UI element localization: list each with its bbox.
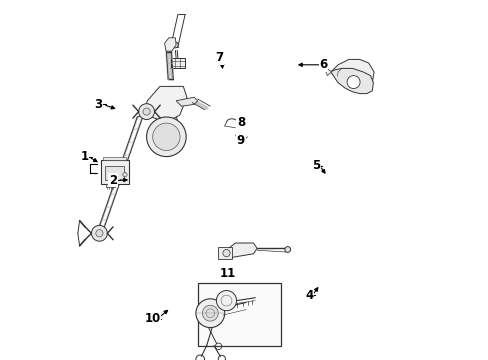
Circle shape <box>284 247 290 252</box>
Bar <box>197 283 280 346</box>
Bar <box>104 166 123 180</box>
Polygon shape <box>330 68 373 94</box>
Bar <box>106 184 115 187</box>
Circle shape <box>142 108 150 115</box>
Text: 4: 4 <box>305 289 313 302</box>
Circle shape <box>146 117 186 157</box>
Text: 2: 2 <box>109 174 117 186</box>
Polygon shape <box>156 86 176 122</box>
Polygon shape <box>145 86 186 122</box>
Text: 5: 5 <box>312 159 320 172</box>
Circle shape <box>172 42 178 48</box>
Polygon shape <box>330 59 373 88</box>
Circle shape <box>202 305 218 321</box>
Circle shape <box>346 76 359 89</box>
Text: 8: 8 <box>236 116 244 129</box>
Bar <box>103 157 126 160</box>
Circle shape <box>166 122 171 127</box>
Polygon shape <box>176 97 197 106</box>
Circle shape <box>152 123 180 150</box>
Polygon shape <box>228 243 257 257</box>
Text: 9: 9 <box>236 134 244 147</box>
Circle shape <box>196 299 224 328</box>
Polygon shape <box>151 115 179 151</box>
Bar <box>101 160 129 184</box>
Polygon shape <box>325 68 331 76</box>
Text: 3: 3 <box>95 98 102 111</box>
Text: 6: 6 <box>319 58 327 71</box>
Bar <box>170 58 185 68</box>
Circle shape <box>139 104 154 120</box>
Text: 1: 1 <box>80 150 88 163</box>
Circle shape <box>171 136 177 141</box>
Circle shape <box>216 291 236 311</box>
Circle shape <box>96 230 103 237</box>
Text: 11: 11 <box>220 267 236 280</box>
Text: 7: 7 <box>215 51 223 64</box>
Polygon shape <box>164 38 176 51</box>
Circle shape <box>122 172 127 177</box>
Circle shape <box>223 249 230 257</box>
Circle shape <box>156 125 162 130</box>
Bar <box>217 247 231 259</box>
Text: 10: 10 <box>144 312 161 325</box>
Circle shape <box>91 225 107 241</box>
